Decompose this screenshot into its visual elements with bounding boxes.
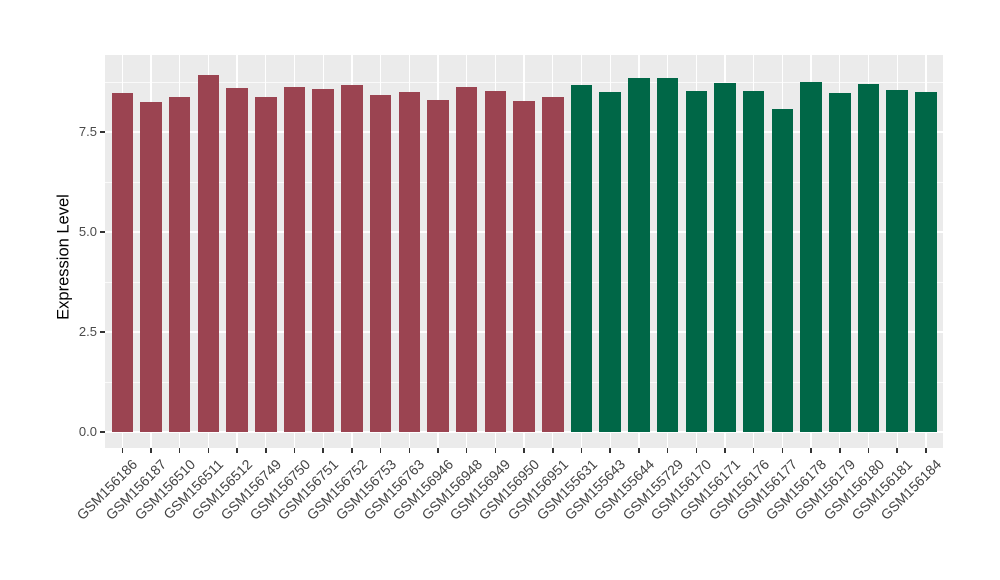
bar: [570, 84, 593, 432]
x-tick-mark: [638, 448, 640, 453]
x-tick-mark: [839, 448, 841, 453]
x-tick-mark: [408, 448, 411, 453]
x-tick-mark: [925, 448, 927, 453]
bar: [513, 100, 535, 432]
bar: [628, 77, 650, 432]
y-tick-mark: [100, 131, 105, 133]
x-tick-mark: [494, 448, 497, 453]
x-tick-mark: [666, 448, 669, 453]
x-tick-mark: [322, 448, 324, 453]
x-tick-mark: [265, 448, 267, 453]
bar: [542, 96, 564, 432]
x-tick-mark: [781, 448, 784, 453]
x-tick-mark: [867, 448, 870, 453]
bar: [484, 90, 507, 432]
y-tick-mark: [100, 431, 105, 433]
x-tick-mark: [523, 448, 525, 453]
bar: [226, 88, 248, 432]
y-axis-title: Expression Level: [54, 194, 73, 320]
x-tick-mark: [150, 448, 152, 453]
bar: [857, 84, 880, 432]
bar: [197, 74, 220, 432]
bar: [140, 101, 162, 432]
x-tick-mark: [351, 448, 353, 453]
bar: [398, 91, 421, 432]
bar: [111, 92, 134, 432]
y-tick-label: 7.5: [78, 124, 97, 139]
x-tick-mark: [207, 448, 210, 453]
x-tick-mark: [379, 448, 382, 453]
chart-panel: [105, 55, 943, 448]
x-tick-mark: [810, 448, 812, 453]
bar: [656, 77, 679, 432]
x-tick-mark: [437, 448, 439, 453]
bar: [312, 89, 334, 432]
bar: [255, 96, 277, 432]
bar: [599, 92, 621, 432]
bar: [714, 83, 736, 432]
y-tick-mark: [100, 331, 105, 333]
bar: [886, 90, 908, 432]
y-tick-label: 5.0: [78, 224, 97, 239]
x-tick-mark: [752, 448, 755, 453]
y-tick-mark: [100, 231, 105, 233]
y-tick-label: 2.5: [78, 324, 97, 339]
bar: [369, 94, 392, 432]
bar: [829, 92, 851, 432]
bar: [283, 87, 306, 432]
y-tick-label: 0.0: [78, 424, 97, 439]
bar: [915, 91, 937, 432]
bar: [341, 84, 363, 432]
x-tick-mark: [236, 448, 238, 453]
bar: [771, 108, 794, 432]
x-tick-mark: [121, 448, 124, 453]
x-tick-mark: [724, 448, 726, 453]
x-tick-mark: [465, 448, 468, 453]
x-tick-mark: [552, 448, 554, 453]
bar: [427, 100, 449, 432]
bar: [685, 90, 708, 432]
x-tick-mark: [609, 448, 611, 453]
bar: [742, 90, 765, 432]
bar: [800, 81, 822, 432]
x-tick-mark: [178, 448, 181, 453]
x-tick-mark: [293, 448, 296, 453]
bar: [168, 97, 191, 432]
x-tick-mark: [580, 448, 583, 453]
x-tick-mark: [695, 448, 698, 453]
x-tick-mark: [896, 448, 898, 453]
bar: [455, 86, 478, 432]
